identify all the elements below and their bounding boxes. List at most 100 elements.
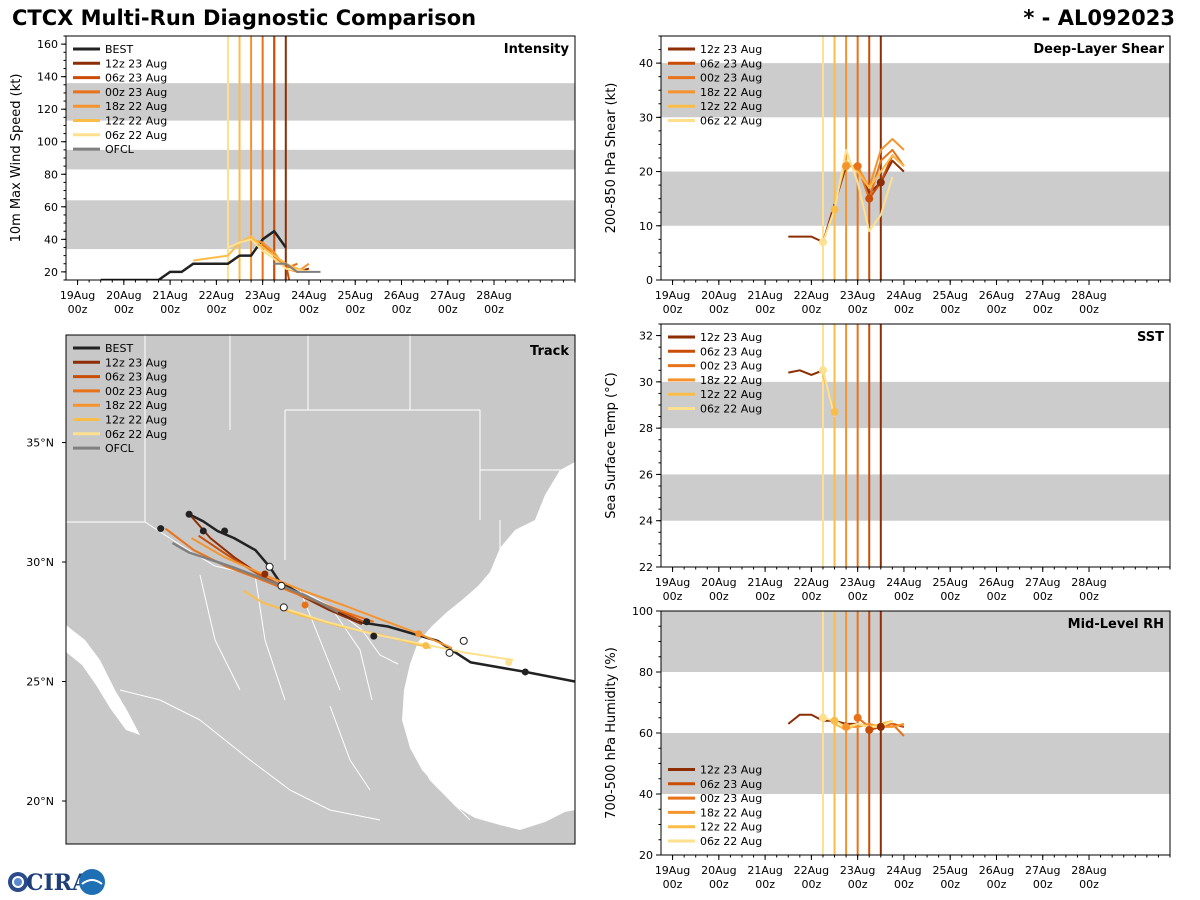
plot-area — [661, 324, 1170, 567]
series-marker-12z-22-aug — [830, 205, 839, 214]
x-tick-day: 26Aug — [979, 576, 1014, 589]
x-tick-day: 23Aug — [840, 576, 875, 589]
x-tick-hour: 00z — [663, 590, 683, 603]
x-tick-day: 26Aug — [979, 289, 1014, 302]
shaded-band — [661, 171, 1170, 226]
legend-label-12z-23-aug: 12z 23 Aug — [700, 331, 762, 344]
legend-label-18z-22-aug: 18z 22 Aug — [105, 100, 167, 113]
x-tick-hour: 00z — [299, 303, 319, 316]
track-point-best — [265, 562, 274, 571]
legend-label-best: BEST — [105, 43, 133, 56]
rh-panel: 2040608010019Aug00z20Aug00z21Aug00z22Aug… — [604, 605, 1171, 891]
shaded-band — [66, 200, 575, 250]
series-line-12z-22-aug — [833, 154, 905, 205]
shaded-band — [661, 733, 1170, 794]
lat-tick-label: 20°N — [26, 795, 54, 808]
x-tick-hour: 00z — [987, 590, 1007, 603]
legend-label-06z-23-aug: 06z 23 Aug — [700, 345, 762, 358]
x-tick-day: 26Aug — [979, 864, 1014, 877]
track-point-best — [279, 603, 288, 612]
panel-title: Deep-Layer Shear — [1033, 42, 1164, 57]
plot-area — [661, 611, 1170, 855]
track-line-00z-23-aug — [164, 527, 375, 623]
x-tick-hour: 00z — [663, 878, 683, 891]
legend-label-06z-23-aug: 06z 23 Aug — [700, 778, 762, 791]
legend-label-12z-22-aug: 12z 22 Aug — [700, 821, 762, 834]
x-tick-day: 19Aug — [655, 576, 690, 589]
x-tick-hour: 00z — [894, 590, 914, 603]
y-tick-label: 100 — [632, 605, 653, 618]
legend-label-00z-23-aug: 00z 23 Aug — [700, 792, 762, 805]
x-tick-hour: 00z — [1079, 590, 1099, 603]
legend-label-06z-22-aug: 06z 22 Aug — [700, 403, 762, 416]
series-line-12z-23-aug — [788, 369, 824, 376]
series-marker-00z-23-aug — [853, 162, 862, 171]
series-marker-18z-22-aug — [842, 162, 851, 171]
x-tick-hour: 00z — [894, 878, 914, 891]
y-tick-label: 30 — [639, 376, 653, 389]
legend-label-12z-22-aug: 12z 22 Aug — [105, 115, 167, 128]
panel-title: SST — [1137, 330, 1164, 345]
y-tick-label: 40 — [639, 57, 653, 70]
x-tick-hour: 00z — [709, 303, 729, 316]
series-marker-12z-23-aug — [876, 722, 885, 731]
x-tick-day: 22Aug — [199, 289, 234, 302]
track-point-best — [277, 581, 286, 590]
x-tick-day: 24Aug — [886, 576, 921, 589]
x-tick-hour: 00z — [801, 590, 821, 603]
series-marker-12z-22-aug — [830, 407, 839, 416]
y-axis-label: Sea Surface Temp (°C) — [604, 372, 619, 519]
legend-label-06z-23-aug: 06z 23 Aug — [105, 371, 167, 384]
plot-background — [661, 324, 1170, 567]
x-tick-day: 23Aug — [840, 864, 875, 877]
x-tick-hour: 00z — [755, 590, 775, 603]
gulf-of-mexico — [494, 530, 575, 745]
legend-label-00z-23-aug: 00z 23 Aug — [700, 72, 762, 85]
track-line-06z-22-aug — [288, 608, 514, 661]
x-tick-hour: 00z — [894, 303, 914, 316]
x-tick-hour: 00z — [160, 303, 180, 316]
x-tick-day: 21Aug — [747, 289, 782, 302]
panel-title: Track — [530, 344, 569, 359]
track-point-best — [199, 527, 207, 535]
y-axis-label: 10m Max Wind Speed (kt) — [9, 74, 24, 243]
legend-label-18z-22-aug: 18z 22 Aug — [700, 374, 762, 387]
track-point-06z-22-aug — [505, 658, 513, 666]
x-tick-day: 21Aug — [747, 576, 782, 589]
political-border — [329, 705, 371, 791]
legend-label-00z-23-aug: 00z 23 Aug — [105, 385, 167, 398]
legend-label-00z-23-aug: 00z 23 Aug — [700, 360, 762, 373]
x-tick-day: 20Aug — [701, 576, 736, 589]
x-tick-day: 23Aug — [840, 289, 875, 302]
x-tick-day: 20Aug — [701, 864, 736, 877]
x-tick-hour: 00z — [1033, 303, 1053, 316]
y-tick-label: 28 — [639, 422, 653, 435]
political-border — [289, 789, 381, 821]
x-tick-day: 25Aug — [932, 576, 967, 589]
series-line-00z-23-aug — [856, 148, 905, 200]
panel-title: Intensity — [504, 42, 570, 57]
track-point-best — [459, 636, 468, 645]
y-tick-label: 140 — [37, 71, 58, 84]
track-point-best — [363, 618, 371, 626]
y-tick-label: 60 — [44, 201, 58, 214]
series-marker-06z-22-aug — [818, 713, 827, 722]
cira-logo: CIRA — [8, 869, 105, 896]
x-tick-day: 20Aug — [106, 289, 141, 302]
shaded-band — [66, 83, 575, 121]
x-tick-hour: 00z — [1033, 878, 1053, 891]
legend-label-12z-23-aug: 12z 23 Aug — [700, 764, 762, 777]
political-border — [199, 574, 241, 691]
y-tick-label: 26 — [639, 468, 653, 481]
y-tick-label: 30 — [639, 111, 653, 124]
series-marker-06z-22-aug — [818, 366, 827, 375]
series-marker-06z-23-aug — [865, 194, 874, 203]
x-tick-hour: 00z — [253, 303, 273, 316]
legend-label-ofcl: OFCL — [105, 442, 135, 455]
y-tick-label: 160 — [37, 38, 58, 51]
legend-label-06z-22-aug: 06z 22 Aug — [700, 835, 762, 848]
political-border — [254, 574, 286, 701]
x-tick-day: 25Aug — [337, 289, 372, 302]
